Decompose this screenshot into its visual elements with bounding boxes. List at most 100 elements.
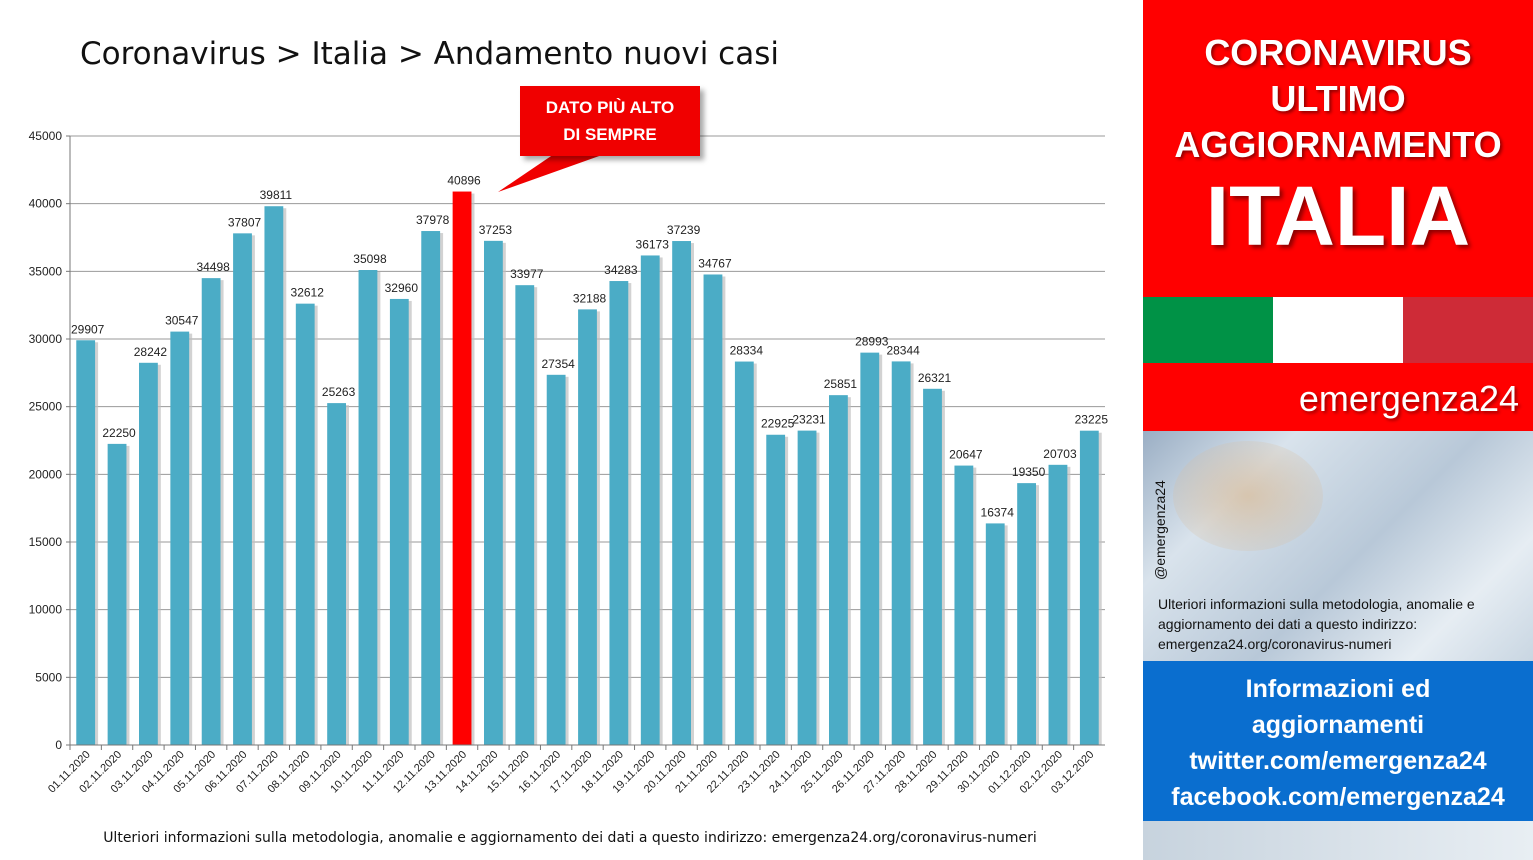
data-label: 34498: [196, 260, 230, 274]
bar: [860, 352, 880, 745]
y-tick-label: 15000: [29, 535, 63, 549]
bar: [578, 309, 597, 745]
y-tick-label: 40000: [29, 197, 63, 211]
bars: [76, 191, 1102, 746]
data-label: 22250: [102, 426, 136, 440]
y-tick-label: 5000: [35, 670, 62, 684]
data-label: 20703: [1043, 447, 1077, 461]
bar: [734, 361, 754, 745]
y-tick-label: 0: [55, 738, 62, 752]
y-tick-label: 45000: [29, 129, 63, 143]
flag-red-stripe: [1403, 297, 1533, 363]
bar: [107, 443, 127, 745]
bar: [1017, 483, 1036, 745]
social-handle: @emergenza24: [1152, 480, 1168, 580]
y-tick-label: 30000: [29, 332, 63, 346]
panel-bottom-strip: [1143, 821, 1533, 860]
bar: [233, 233, 252, 745]
data-label: 32612: [291, 286, 325, 300]
bar: [546, 374, 566, 745]
bar: [201, 278, 221, 745]
bar: [264, 206, 284, 745]
data-label: 35098: [353, 252, 387, 266]
twitter-link[interactable]: twitter.com/emergenza24: [1189, 747, 1487, 775]
data-label: 37239: [667, 223, 701, 237]
bar: [891, 361, 911, 745]
info-line-1: Informazioni ed: [1245, 675, 1431, 703]
callout-highest-value: DATO PIÙ ALTO DI SEMPRE: [520, 86, 700, 156]
data-label: 29907: [71, 322, 105, 336]
facebook-link[interactable]: facebook.com/emergenza24: [1171, 783, 1505, 811]
headline-box: CORONAVIRUS ULTIMO AGGIORNAMENTO ITALIA: [1143, 0, 1533, 297]
country-name: ITALIA: [1205, 169, 1471, 263]
bar: [295, 303, 315, 745]
background-photo: Ulteriori informazioni sulla metodologia…: [1143, 431, 1533, 661]
y-tick-label: 10000: [29, 603, 63, 617]
data-label: 23225: [1075, 413, 1109, 427]
photo-blur: [1173, 441, 1323, 551]
bar: [797, 430, 817, 745]
data-label: 33977: [510, 267, 544, 281]
data-label: 28344: [886, 343, 920, 357]
bar: [1048, 464, 1068, 745]
data-label: 28334: [730, 344, 764, 358]
data-label: 39811: [260, 188, 293, 202]
data-label: 25263: [322, 385, 356, 399]
bar: [327, 403, 346, 745]
bar: [703, 274, 723, 745]
callout-line-2: DI SEMPRE: [563, 125, 657, 144]
data-label: 37807: [228, 215, 262, 229]
data-label: 23231: [792, 413, 826, 427]
bar: [640, 255, 660, 745]
bar: [829, 395, 848, 745]
data-label: 25851: [824, 377, 858, 391]
flag-green-stripe: [1143, 297, 1273, 363]
data-label: 34767: [698, 256, 732, 270]
panel-note: Ulteriori informazioni sulla metodologia…: [1158, 596, 1475, 652]
y-tick-label: 20000: [29, 467, 63, 481]
bar: [1079, 430, 1099, 745]
bar: [170, 331, 190, 745]
bar: [672, 241, 691, 745]
data-label: 26321: [918, 371, 952, 385]
data-label: 36173: [636, 237, 670, 251]
bar: [609, 281, 629, 745]
brand-name: emergenza24: [1143, 363, 1533, 431]
social-info-box: Informazioni ed aggiornamenti twitter.co…: [1143, 661, 1533, 821]
info-line-2: aggiornamenti: [1251, 711, 1425, 739]
data-label: 16374: [981, 505, 1015, 519]
footnote: Ulteriori informazioni sulla metodologia…: [103, 830, 1037, 846]
data-label: 28242: [134, 345, 168, 359]
bar: [139, 362, 158, 745]
data-label: 19350: [1012, 465, 1046, 479]
data-label: 37978: [416, 213, 450, 227]
bar: [389, 298, 409, 745]
data-label: 32188: [573, 291, 607, 305]
bar: [985, 523, 1005, 745]
bar: [954, 465, 974, 745]
data-label: 34283: [604, 263, 638, 277]
italian-flag: [1143, 297, 1533, 363]
data-label: 27354: [541, 357, 575, 371]
data-label: 32960: [385, 281, 419, 295]
headline-line-1: CORONAVIRUS: [1204, 32, 1472, 73]
bar: [421, 231, 441, 745]
bar: [76, 340, 96, 745]
bar: [766, 434, 786, 745]
callout-line-1: DATO PIÙ ALTO: [545, 98, 675, 117]
flag-white-stripe: [1273, 297, 1403, 363]
y-tick-label: 35000: [29, 264, 63, 278]
data-labels: 29907 22250 28242 30547 34498 37807 39811 32612…: [71, 174, 1108, 520]
data-label: 22925: [761, 417, 795, 431]
side-panel: CORONAVIRUS ULTIMO AGGIORNAMENTO ITALIA …: [1143, 0, 1533, 860]
data-label: 28993: [855, 335, 889, 349]
bar: [515, 285, 535, 745]
data-label: 20647: [949, 448, 983, 462]
headline-line-2: ULTIMO: [1270, 78, 1406, 119]
bar-chart: 0 5000 10000 15000 20000 25000 30000 35000 40000…: [29, 129, 1109, 796]
bar: [923, 388, 942, 745]
data-label: 30547: [165, 314, 199, 328]
data-label: 37253: [479, 223, 513, 237]
data-label: 40896: [447, 174, 481, 188]
callout-pointer: [498, 150, 616, 192]
